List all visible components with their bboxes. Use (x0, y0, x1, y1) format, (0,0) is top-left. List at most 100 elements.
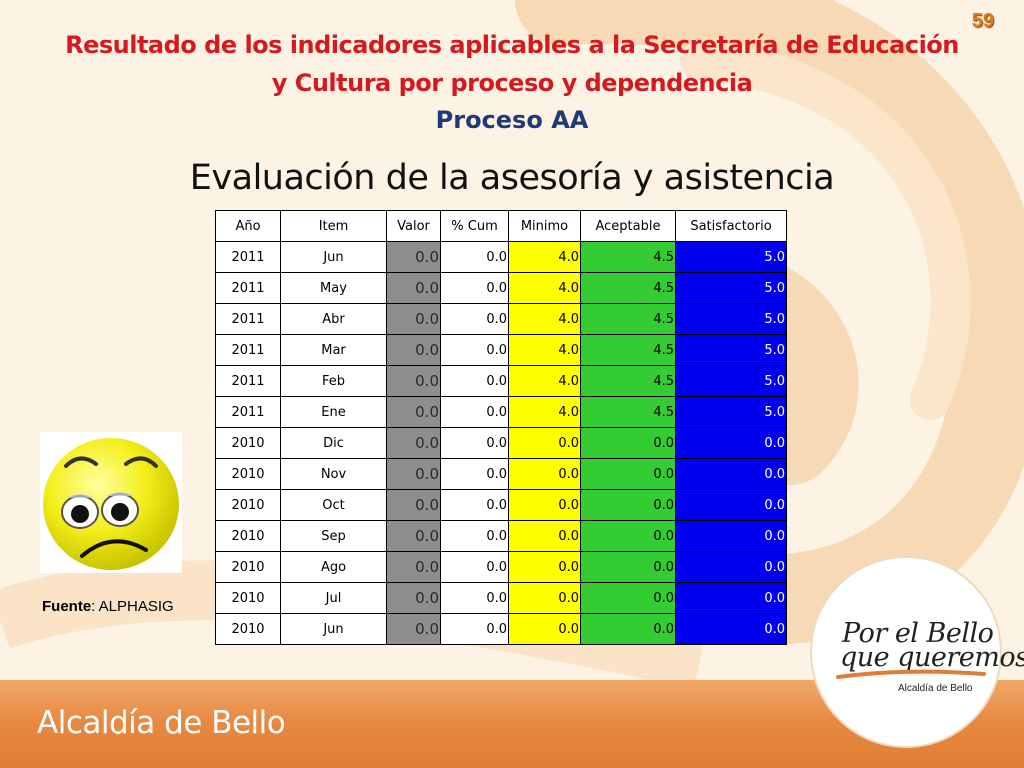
cell-aceptable: 0.0 (580, 458, 676, 490)
logo-swoosh (836, 669, 986, 679)
table-row: 2011 May 0.0 0.0 4.0 4.5 5.0 (215, 272, 787, 304)
cell-item: Ago (280, 551, 387, 583)
header-minimo: Minimo (508, 210, 581, 242)
cell-valor: 0.0 (386, 520, 441, 552)
cell-satisfactorio: 5.0 (675, 303, 787, 335)
cell-cum: 0.0 (440, 489, 509, 521)
table-row: 2010 Nov 0.0 0.0 0.0 0.0 0.0 (215, 458, 787, 490)
header-aceptable: Aceptable (580, 210, 676, 242)
table-row: 2011 Jun 0.0 0.0 4.0 4.5 5.0 (215, 241, 787, 273)
slide-heading: Evaluación de la asesoría y asistencia (189, 158, 835, 198)
header-item: Item (280, 210, 387, 242)
table-row: 2010 Sep 0.0 0.0 0.0 0.0 0.0 (215, 520, 787, 552)
cell-ano: 2010 (215, 582, 281, 614)
cell-ano: 2010 (215, 427, 281, 459)
cell-satisfactorio: 5.0 (675, 396, 787, 428)
cell-valor: 0.0 (386, 272, 441, 304)
cell-aceptable: 0.0 (580, 551, 676, 583)
cell-cum: 0.0 (440, 241, 509, 273)
cell-item: Abr (280, 303, 387, 335)
cell-item: Nov (280, 458, 387, 490)
cell-aceptable: 4.5 (580, 303, 676, 335)
cell-valor: 0.0 (386, 613, 441, 645)
cell-item: May (280, 272, 387, 304)
cell-satisfactorio: 0.0 (675, 613, 787, 645)
cell-aceptable: 4.5 (580, 272, 676, 304)
cell-satisfactorio: 0.0 (675, 427, 787, 459)
cell-satisfactorio: 5.0 (675, 334, 787, 366)
cell-satisfactorio: 5.0 (675, 365, 787, 397)
table-body: 2011 Jun 0.0 0.0 4.0 4.5 5.0 2011 May 0.0 0.0 4.0 4.… (215, 241, 787, 645)
cell-cum: 0.0 (440, 303, 509, 335)
header-satisfactorio: Satisfactorio (675, 210, 787, 242)
cell-minimo: 4.0 (508, 241, 581, 273)
source-value: : ALPHASIG (91, 598, 174, 615)
table-row: 2011 Feb 0.0 0.0 4.0 4.5 5.0 (215, 365, 787, 397)
cell-ano: 2011 (215, 365, 281, 397)
cell-valor: 0.0 (386, 365, 441, 397)
cell-ano: 2011 (215, 396, 281, 428)
cell-item: Jul (280, 582, 387, 614)
cell-cum: 0.0 (440, 334, 509, 366)
cell-minimo: 0.0 (508, 458, 581, 490)
table-row: 2010 Ago 0.0 0.0 0.0 0.0 0.0 (215, 551, 787, 583)
cell-satisfactorio: 0.0 (675, 489, 787, 521)
cell-cum: 0.0 (440, 551, 509, 583)
cell-aceptable: 4.5 (580, 365, 676, 397)
cell-minimo: 0.0 (508, 427, 581, 459)
cell-cum: 0.0 (440, 427, 509, 459)
cell-minimo: 0.0 (508, 582, 581, 614)
cell-minimo: 0.0 (508, 489, 581, 521)
cell-valor: 0.0 (386, 303, 441, 335)
cell-valor: 0.0 (386, 551, 441, 583)
cell-ano: 2010 (215, 458, 281, 490)
cell-item: Sep (280, 520, 387, 552)
cell-minimo: 0.0 (508, 551, 581, 583)
logo-line1: Por el Bello (842, 618, 994, 649)
cell-satisfactorio: 0.0 (675, 520, 787, 552)
cell-valor: 0.0 (386, 458, 441, 490)
table-row: 2010 Dic 0.0 0.0 0.0 0.0 0.0 (215, 427, 787, 459)
table-header-row: Año Item Valor % Cum Minimo Aceptable Sa… (215, 210, 787, 242)
cell-cum: 0.0 (440, 365, 509, 397)
cell-satisfactorio: 5.0 (675, 241, 787, 273)
table-row: 2010 Jul 0.0 0.0 0.0 0.0 0.0 (215, 582, 787, 614)
cell-cum: 0.0 (440, 613, 509, 645)
cell-valor: 0.0 (386, 582, 441, 614)
cell-minimo: 4.0 (508, 303, 581, 335)
cell-satisfactorio: 0.0 (675, 582, 787, 614)
table-row: 2011 Mar 0.0 0.0 4.0 4.5 5.0 (215, 334, 787, 366)
cell-aceptable: 0.0 (580, 582, 676, 614)
face-box (40, 432, 182, 573)
cell-cum: 0.0 (440, 582, 509, 614)
cell-item: Oct (280, 489, 387, 521)
cell-item: Mar (280, 334, 387, 366)
cell-ano: 2011 (215, 303, 281, 335)
cell-ano: 2010 (215, 489, 281, 521)
logo-subtitle: Alcaldía de Bello (898, 683, 973, 694)
logo-circle (812, 558, 1000, 746)
cell-satisfactorio: 5.0 (675, 272, 787, 304)
cell-cum: 0.0 (440, 520, 509, 552)
table-row: 2010 Jun 0.0 0.0 0.0 0.0 0.0 (215, 613, 787, 645)
cell-aceptable: 4.5 (580, 334, 676, 366)
page-number: 59 (971, 10, 994, 32)
cell-satisfactorio: 0.0 (675, 458, 787, 490)
cell-valor: 0.0 (386, 334, 441, 366)
cell-valor: 0.0 (386, 396, 441, 428)
header-cum: % Cum (440, 210, 509, 242)
cell-item: Jun (280, 613, 387, 645)
table-row: 2010 Oct 0.0 0.0 0.0 0.0 0.0 (215, 489, 787, 521)
slide-title: Resultado de los indicadores aplicables … (65, 31, 959, 97)
cell-aceptable: 0.0 (580, 520, 676, 552)
header-valor: Valor (386, 210, 441, 242)
header-ano: Año (215, 210, 281, 242)
cell-ano: 2010 (215, 613, 281, 645)
cell-minimo: 4.0 (508, 272, 581, 304)
slide-subtitle: Proceso AA (435, 106, 589, 134)
cell-cum: 0.0 (440, 396, 509, 428)
cell-aceptable: 0.0 (580, 613, 676, 645)
source-label: Fuente (42, 598, 92, 615)
cell-ano: 2010 (215, 551, 281, 583)
cell-item: Ene (280, 396, 387, 428)
